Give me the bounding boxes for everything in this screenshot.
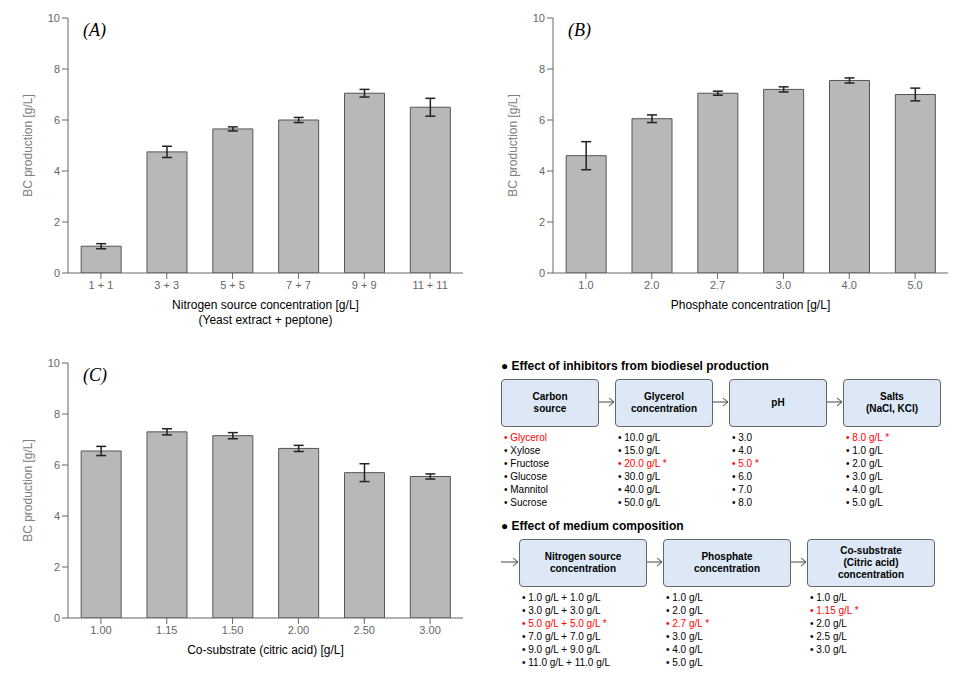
html-text:• 30.0 g/L: • 30.0 g/L bbox=[618, 471, 661, 482]
html-text:• Glucose: • Glucose bbox=[504, 471, 547, 482]
html-text:Nitrogen source concentration: Nitrogen source concentration bbox=[544, 551, 622, 574]
html-text:• 20.0 g/L *: • 20.0 g/L * bbox=[618, 458, 667, 469]
html-text:• 3.0 g/L: • 3.0 g/L bbox=[846, 471, 883, 482]
html-text:• 3.0: • 3.0 bbox=[732, 432, 753, 443]
svg-text:3.00: 3.00 bbox=[419, 624, 440, 636]
svg-text:1.50: 1.50 bbox=[222, 624, 243, 636]
html-text:• 4.0 g/L: • 4.0 g/L bbox=[846, 484, 883, 495]
html-text:(C): (C) bbox=[83, 365, 107, 385]
html-text:• 3.0 g/L: • 3.0 g/L bbox=[810, 644, 847, 655]
svg-text:2.50: 2.50 bbox=[354, 624, 375, 636]
svg-text:7 + 7: 7 + 7 bbox=[286, 279, 311, 291]
html-text:Nitrogen source concentration: Nitrogen source concentration [g/L] (Yea… bbox=[172, 298, 359, 327]
svg-text:1.15: 1.15 bbox=[156, 624, 177, 636]
svg-text:1.0: 1.0 bbox=[578, 279, 593, 291]
svg-text:3 + 3: 3 + 3 bbox=[154, 279, 179, 291]
svg-text:2.7: 2.7 bbox=[710, 279, 725, 291]
html-text:• 4.0 g/L: • 4.0 g/L bbox=[666, 644, 703, 655]
html-text:(B): (B) bbox=[568, 20, 591, 40]
html-text:• 10.0 g/L: • 10.0 g/L bbox=[618, 432, 661, 443]
svg-text:8: 8 bbox=[539, 63, 545, 75]
html-text:• 2.0 g/L: • 2.0 g/L bbox=[810, 618, 847, 629]
svg-text:0: 0 bbox=[54, 267, 60, 279]
html-text:• 5.0 g/L: • 5.0 g/L bbox=[666, 657, 703, 668]
svg-text:8: 8 bbox=[54, 63, 60, 75]
svg-text:8: 8 bbox=[54, 408, 60, 420]
html-text:• 1.0 g/L: • 1.0 g/L bbox=[810, 592, 847, 603]
html-text:• 8.0: • 8.0 bbox=[732, 497, 753, 508]
html-text:• 50.0 g/L: • 50.0 g/L bbox=[618, 497, 661, 508]
html-text:Phosphate concentration [g/L]: Phosphate concentration [g/L] bbox=[670, 298, 831, 312]
html-text:(A): (A) bbox=[83, 20, 106, 40]
svg-text:10: 10 bbox=[48, 357, 60, 369]
svg-text:2.0: 2.0 bbox=[644, 279, 659, 291]
html-text:Phosphate concentration: Phosphate concentration bbox=[693, 551, 761, 574]
svg-text:4: 4 bbox=[54, 165, 60, 177]
html-text:• 6.0: • 6.0 bbox=[732, 471, 753, 482]
svg-text:BC production [g/L]: BC production [g/L] bbox=[21, 94, 35, 197]
html-text:• 1.0 g/L + 1.0 g/L: • 1.0 g/L + 1.0 g/L bbox=[522, 592, 601, 603]
html-text:• Sucrose: • Sucrose bbox=[504, 497, 547, 508]
html-text:• Mannitol: • Mannitol bbox=[504, 484, 549, 495]
html-text:• 1.0 g/L: • 1.0 g/L bbox=[666, 592, 703, 603]
html-text:• 7.0 g/L + 7.0 g/L: • 7.0 g/L + 7.0 g/L bbox=[522, 631, 601, 642]
html-text:• 11.0 g/L + 11.0 g/L: • 11.0 g/L + 11.0 g/L bbox=[522, 657, 611, 668]
html-text:● Effect of medium composition: ● Effect of medium composition bbox=[501, 519, 684, 533]
html-text:• 5.0 g/L + 5.0 g/L *: • 5.0 g/L + 5.0 g/L * bbox=[522, 618, 607, 629]
svg-text:6: 6 bbox=[539, 114, 545, 126]
html-text:• 2.0 g/L: • 2.0 g/L bbox=[666, 605, 703, 616]
svg-text:2: 2 bbox=[539, 216, 545, 228]
html-text:• 2.7 g/L *: • 2.7 g/L * bbox=[666, 618, 710, 629]
svg-text:10: 10 bbox=[533, 12, 545, 24]
svg-text:BC production [g/L]: BC production [g/L] bbox=[506, 94, 520, 197]
html-text:Carbon source: Carbon source bbox=[532, 391, 568, 414]
html-text:• Glycerol: • Glycerol bbox=[504, 432, 547, 443]
html-text:● Effect of inhibitors from bi: ● Effect of inhibitors from biodiesel pr… bbox=[501, 359, 769, 373]
svg-text:2: 2 bbox=[54, 561, 60, 573]
html-text:• Xylose: • Xylose bbox=[504, 445, 541, 456]
svg-text:2.00: 2.00 bbox=[288, 624, 309, 636]
html-text:Co-substrate (Citric acid) con: Co-substrate (Citric acid) concentration bbox=[837, 545, 905, 580]
html-text:• 4.0: • 4.0 bbox=[732, 445, 753, 456]
svg-text:0: 0 bbox=[54, 612, 60, 624]
html-text:• 3.0 g/L: • 3.0 g/L bbox=[666, 631, 703, 642]
svg-text:BC production [g/L]: BC production [g/L] bbox=[21, 439, 35, 542]
svg-text:4.0: 4.0 bbox=[842, 279, 857, 291]
html-text:• 1.0 g/L: • 1.0 g/L bbox=[846, 445, 883, 456]
html-text:• 9.0 g/L + 9.0 g/L: • 9.0 g/L + 9.0 g/L bbox=[522, 644, 601, 655]
html-text:• 5.0 *: • 5.0 * bbox=[732, 458, 759, 469]
svg-text:11 + 11: 11 + 11 bbox=[412, 279, 447, 291]
svg-text:1.00: 1.00 bbox=[90, 624, 111, 636]
html-text:• 8.0 g/L *: • 8.0 g/L * bbox=[846, 432, 890, 443]
html-text:• Fructose: • Fructose bbox=[504, 458, 550, 469]
html-text:• 1.15 g/L *: • 1.15 g/L * bbox=[810, 605, 859, 616]
svg-text:4: 4 bbox=[54, 510, 60, 522]
svg-text:1 + 1: 1 + 1 bbox=[89, 279, 114, 291]
svg-text:2: 2 bbox=[54, 216, 60, 228]
html-text:• 5.0 g/L: • 5.0 g/L bbox=[846, 497, 883, 508]
html-text:Salts (NaCl, KCl): Salts (NaCl, KCl) bbox=[865, 391, 919, 414]
svg-text:5.0: 5.0 bbox=[907, 279, 922, 291]
svg-text:6: 6 bbox=[54, 459, 60, 471]
html-text:Glycerol concentration: Glycerol concentration bbox=[630, 391, 698, 414]
html-text:Co-substrate (citric acid) [g/: Co-substrate (citric acid) [g/L] bbox=[187, 643, 344, 657]
html-text:• 40.0 g/L: • 40.0 g/L bbox=[618, 484, 661, 495]
svg-text:10: 10 bbox=[48, 12, 60, 24]
svg-text:6: 6 bbox=[54, 114, 60, 126]
html-text:• 7.0: • 7.0 bbox=[732, 484, 753, 495]
svg-text:4: 4 bbox=[539, 165, 545, 177]
html-text:• 2.0 g/L: • 2.0 g/L bbox=[846, 458, 883, 469]
svg-text:5 + 5: 5 + 5 bbox=[220, 279, 245, 291]
svg-text:3.0: 3.0 bbox=[776, 279, 791, 291]
html-text:• 3.0 g/L + 3.0 g/L: • 3.0 g/L + 3.0 g/L bbox=[522, 605, 601, 616]
svg-text:9 + 9: 9 + 9 bbox=[352, 279, 377, 291]
html-text:• 15.0 g/L: • 15.0 g/L bbox=[618, 445, 661, 456]
html-text:pH: pH bbox=[771, 397, 785, 408]
svg-text:0: 0 bbox=[539, 267, 545, 279]
html-text:• 2.5 g/L: • 2.5 g/L bbox=[810, 631, 847, 642]
